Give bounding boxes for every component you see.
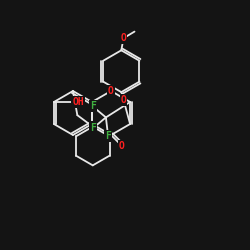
Text: OH: OH: [72, 97, 84, 107]
Text: O: O: [119, 141, 125, 151]
Text: O: O: [120, 33, 126, 43]
Text: F: F: [90, 102, 96, 112]
Text: O: O: [120, 95, 126, 105]
Text: F: F: [90, 124, 96, 134]
Text: N: N: [90, 122, 96, 132]
Text: O: O: [108, 86, 114, 96]
Text: F: F: [105, 131, 111, 141]
